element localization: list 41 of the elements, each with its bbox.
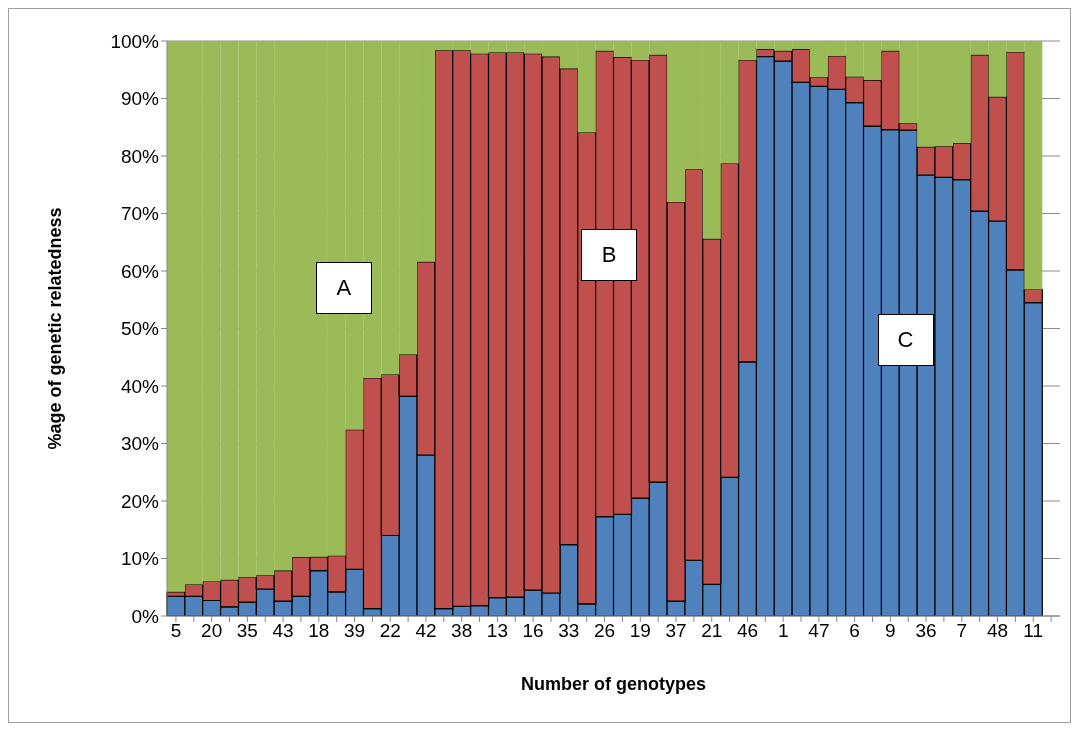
annotation: B bbox=[581, 229, 638, 282]
annotation: A bbox=[315, 262, 372, 315]
x-tick-label: 1 bbox=[777, 620, 789, 642]
x-tick-label: 13 bbox=[486, 620, 508, 642]
x-tick-label: 22 bbox=[379, 620, 401, 642]
y-tick-label: 90% bbox=[120, 88, 160, 110]
x-tick-label: 26 bbox=[594, 620, 616, 642]
y-tick-label: 60% bbox=[120, 260, 160, 282]
x-tick-label: 47 bbox=[808, 620, 830, 642]
x-tick-label: 43 bbox=[272, 620, 294, 642]
y-tick-label: 30% bbox=[120, 433, 160, 455]
x-tick-label: 35 bbox=[236, 620, 258, 642]
x-tick-label: 36 bbox=[915, 620, 937, 642]
y-tick-label: 80% bbox=[120, 145, 160, 167]
y-axis-title: %age of genetic relatedness bbox=[45, 207, 66, 450]
x-tick-label: 11 bbox=[1023, 620, 1044, 642]
x-tick-label: 46 bbox=[736, 620, 759, 642]
x-tick-label: 21 bbox=[701, 620, 723, 642]
y-tick-label: 50% bbox=[120, 318, 160, 340]
x-tick-label: 19 bbox=[629, 620, 651, 642]
y-tick-label: 20% bbox=[120, 490, 160, 512]
y-tick-label: 10% bbox=[120, 548, 160, 570]
x-tick-label: 9 bbox=[885, 620, 896, 642]
y-tick-label: 70% bbox=[120, 203, 160, 225]
y-tick-label: 40% bbox=[120, 375, 160, 397]
x-tick-label: 20 bbox=[201, 620, 223, 642]
x-tick-label: 16 bbox=[522, 620, 544, 642]
x-tick-label: 33 bbox=[558, 620, 580, 642]
x-tick-label: 42 bbox=[415, 620, 437, 642]
x-tick-label: 18 bbox=[308, 620, 330, 642]
x-axis-title: Number of genotypes bbox=[520, 674, 707, 694]
y-tick-label: 0% bbox=[131, 605, 160, 627]
x-tick-label: 37 bbox=[665, 620, 687, 642]
annotation: C bbox=[877, 314, 934, 366]
x-tick-label: 7 bbox=[956, 620, 968, 642]
x-tick-label: 39 bbox=[343, 620, 366, 642]
x-tick-label: 6 bbox=[849, 620, 860, 642]
y-tick-label: 100% bbox=[110, 30, 160, 52]
x-tick-label: 38 bbox=[451, 620, 473, 642]
x-tick-label: 48 bbox=[986, 620, 1009, 642]
x-tick-label: 5 bbox=[170, 620, 182, 642]
